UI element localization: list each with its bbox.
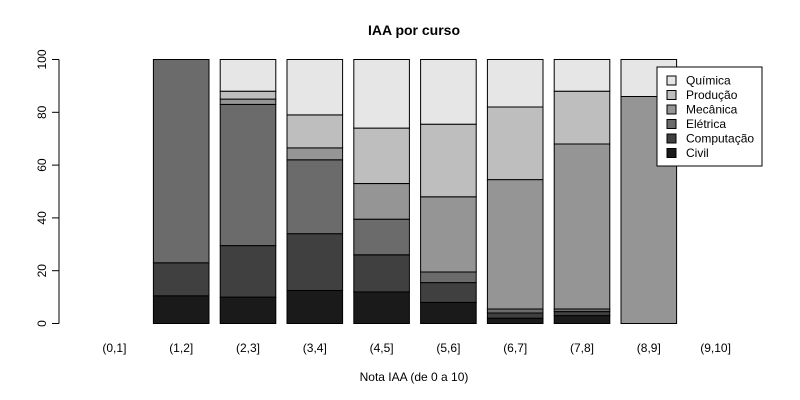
- bar-segment-química-4: [353, 59, 410, 129]
- bar-segment-produção-5: [420, 123, 477, 198]
- bar-segment-mecânica-7: [553, 143, 611, 310]
- bar-segment-produção-6: [486, 106, 544, 181]
- y-tick-label: 40: [35, 211, 49, 225]
- bar-segment-computação-4: [353, 254, 410, 293]
- bar-segment-civil-1: [152, 295, 210, 324]
- legend-swatch-elétrica: [666, 119, 677, 129]
- bar-segment-química-6: [486, 59, 544, 108]
- bar-segment-mecânica-2: [219, 98, 277, 105]
- bar-segment-produção-7: [553, 90, 611, 145]
- bar-segment-computação-6: [486, 312, 544, 319]
- y-tick-label: 20: [35, 264, 49, 278]
- x-tick-label: (8,9]: [637, 341, 661, 355]
- bar-segment-civil-3: [286, 290, 344, 324]
- bar-segment-civil-7: [553, 315, 611, 325]
- bar-segment-computação-5: [420, 282, 477, 303]
- plot-area: [152, 59, 678, 325]
- bar-segment-mecânica-5: [420, 196, 477, 273]
- bar-segment-elétrica-6: [486, 308, 544, 314]
- legend-swatch-computação: [666, 133, 677, 144]
- bar-segment-civil-6: [486, 317, 544, 325]
- y-tick-label: 80: [35, 105, 49, 119]
- bar-segment-elétrica-4: [353, 218, 410, 256]
- bar-segment-mecânica-3: [286, 147, 344, 161]
- y-tick-label: 60: [35, 158, 49, 172]
- bar-segment-computação-2: [219, 245, 277, 298]
- chart-title: IAA por curso: [368, 22, 460, 38]
- bar-segment-química-3: [286, 59, 344, 116]
- bar-segment-química-5: [420, 59, 477, 125]
- legend-label: Química: [686, 74, 731, 88]
- bar-segment-química-7: [553, 59, 611, 92]
- bar-segment-civil-5: [420, 301, 477, 324]
- legend-label: Civil: [686, 146, 709, 160]
- bar-segment-produção-2: [219, 90, 277, 100]
- bar-segment-produção-4: [353, 127, 410, 185]
- legend-label: Elétrica: [686, 117, 726, 131]
- x-tick-label: (0,1]: [102, 341, 126, 355]
- x-tick-label: (7,8]: [570, 341, 594, 355]
- bar-segment-computação-3: [286, 233, 344, 291]
- legend-label: Mecânica: [686, 103, 738, 117]
- legend-label: Produção: [686, 88, 738, 102]
- legend: QuímicaProduçãoMecânicaElétricaComputaçã…: [656, 66, 763, 167]
- legend-swatch-mecânica: [666, 104, 677, 115]
- bar-segment-mecânica-4: [353, 183, 410, 220]
- y-tick-label: 100: [35, 49, 49, 69]
- bar-segment-civil-2: [219, 296, 277, 325]
- bar-segment-mecânica-6: [486, 179, 544, 310]
- x-tick-label: (4,5]: [370, 341, 394, 355]
- legend-swatch-civil: [666, 148, 677, 158]
- x-tick-label: (3,4]: [303, 341, 327, 355]
- bar-segment-civil-4: [353, 291, 410, 324]
- x-tick-label: (5,6]: [436, 341, 460, 355]
- legend-swatch-produção: [666, 90, 677, 100]
- legend-label: Computação: [686, 132, 754, 146]
- y-axis: 0 20 40 60 80 100: [35, 49, 60, 327]
- bar-segment-produção-3: [286, 114, 344, 149]
- x-tick-label: (1,2]: [169, 341, 193, 355]
- legend-swatch-química: [666, 75, 677, 86]
- bar-segment-elétrica-5: [420, 271, 477, 284]
- x-axis: (0,1] (1,2] (2,3] (3,4] (4,5] (5,6] (6,7] (7,8]…: [102, 341, 731, 355]
- x-tick-label: (9,10]: [700, 341, 731, 355]
- bar-segment-computação-1: [152, 262, 210, 297]
- x-tick-label: (2,3]: [236, 341, 260, 355]
- bar-segment-elétrica-1: [152, 59, 210, 264]
- bar-segment-química-2: [219, 59, 277, 92]
- x-axis-label: Nota IAA (de 0 a 10): [360, 370, 469, 384]
- x-tick-label: (6,7]: [503, 341, 527, 355]
- bar-segment-elétrica-3: [286, 159, 344, 235]
- y-tick-label: 0: [35, 320, 49, 327]
- bar-segment-elétrica-2: [219, 103, 277, 247]
- bar-segment-computação-7: [553, 311, 611, 317]
